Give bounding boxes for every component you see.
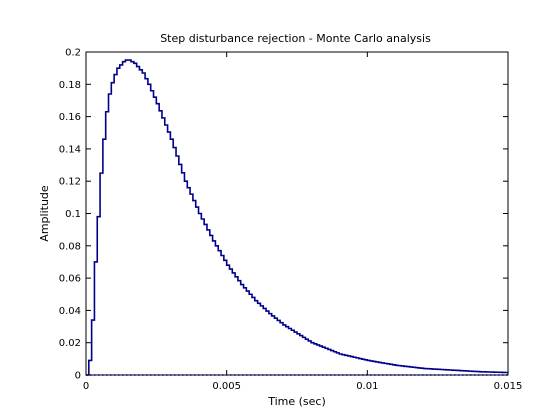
y-tick-label: 0 — [75, 371, 81, 382]
y-tick-label: 0.14 — [59, 144, 81, 155]
y-axis-title: Amplitude — [38, 185, 51, 242]
x-tick-label: 0.015 — [494, 381, 523, 392]
plot-area — [86, 52, 508, 375]
x-tick-label: 0.01 — [356, 381, 378, 392]
x-tick-label: 0 — [83, 381, 89, 392]
y-tick-label: 0.2 — [65, 48, 81, 59]
y-tick-label: 0.08 — [59, 241, 81, 252]
x-tick-label: 0.005 — [212, 381, 241, 392]
y-tick-label: 0.02 — [59, 338, 81, 349]
y-tick-label: 0.18 — [59, 80, 81, 91]
y-tick-label: 0.04 — [59, 306, 81, 317]
y-tick-label: 0.1 — [65, 209, 81, 220]
chart-title: Step disturbance rejection - Monte Carlo… — [160, 32, 431, 45]
y-tick-label: 0.12 — [59, 177, 81, 188]
y-tick-label: 0.06 — [59, 274, 81, 285]
y-tick-label: 0.16 — [59, 112, 81, 123]
x-axis-title: Time (sec) — [267, 395, 326, 408]
